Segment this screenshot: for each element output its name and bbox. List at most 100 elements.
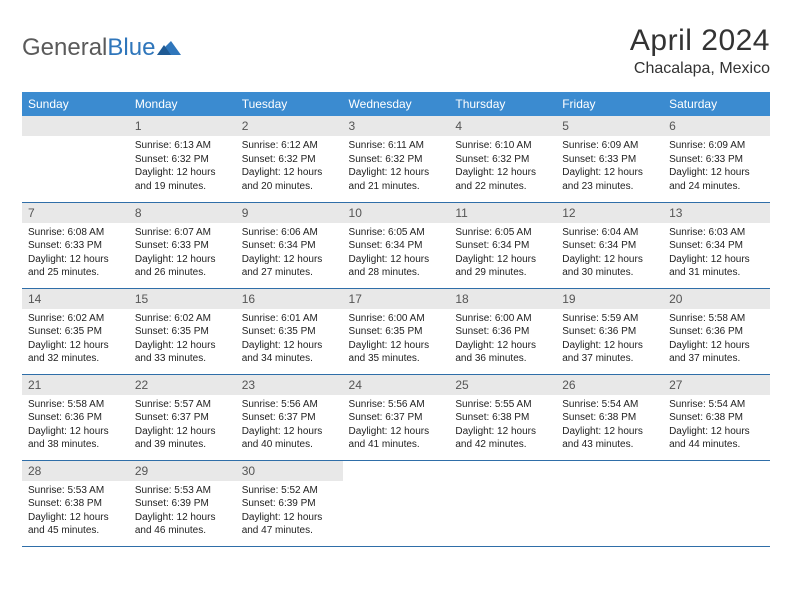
calendar-day-cell: 19 Sunrise: 5:59 AMSunset: 6:36 PMDayligh… [556, 288, 663, 374]
day-number: 16 [236, 289, 343, 309]
sunrise-text: Sunrise: 6:00 AM [349, 312, 444, 326]
sunrise-text: Sunrise: 5:54 AM [669, 398, 764, 412]
day-body: Sunrise: 6:13 AMSunset: 6:32 PMDaylight:… [129, 136, 236, 199]
day-body: Sunrise: 6:03 AMSunset: 6:34 PMDaylight:… [663, 223, 770, 286]
calendar-day-cell: 9Sunrise: 6:06 AMSunset: 6:34 PMDaylight… [236, 202, 343, 288]
sunrise-text: Sunrise: 6:02 AM [28, 312, 123, 326]
day-number: 1 [129, 116, 236, 136]
day-body: Sunrise: 5:58 AMSunset: 6:36 PMDaylight:… [22, 395, 129, 458]
daylight-text: Daylight: 12 hours and 43 minutes. [562, 425, 657, 452]
weekday-header: Friday [556, 92, 663, 116]
sunrise-text: Sunrise: 5:53 AM [135, 484, 230, 498]
day-number [22, 116, 129, 136]
day-body: Sunrise: 5:57 AMSunset: 6:37 PMDaylight:… [129, 395, 236, 458]
day-number: 12 [556, 203, 663, 223]
calendar-day-cell: 3Sunrise: 6:11 AMSunset: 6:32 PMDaylight… [343, 116, 450, 202]
day-number: 18 [449, 289, 556, 309]
sunset-text: Sunset: 6:38 PM [28, 497, 123, 511]
daylight-text: Daylight: 12 hours and 36 minutes. [455, 339, 550, 366]
sunrise-text: Sunrise: 6:00 AM [455, 312, 550, 326]
sunset-text: Sunset: 6:33 PM [562, 153, 657, 167]
brand-word-1: General [22, 34, 107, 62]
weekday-header: Monday [129, 92, 236, 116]
sunset-text: Sunset: 6:34 PM [349, 239, 444, 253]
calendar-day-cell: 6Sunrise: 6:09 AMSunset: 6:33 PMDaylight… [663, 116, 770, 202]
daylight-text: Daylight: 12 hours and 29 minutes. [455, 253, 550, 280]
calendar-week-row: 1Sunrise: 6:13 AMSunset: 6:32 PMDaylight… [22, 116, 770, 202]
day-number [449, 461, 556, 481]
calendar-table: Sunday Monday Tuesday Wednesday Thursday… [22, 92, 770, 547]
sunset-text: Sunset: 6:36 PM [28, 411, 123, 425]
calendar-day-cell: 16Sunrise: 6:01 AMSunset: 6:35 PMDayligh… [236, 288, 343, 374]
sunset-text: Sunset: 6:34 PM [455, 239, 550, 253]
daylight-text: Daylight: 12 hours and 26 minutes. [135, 253, 230, 280]
logo-flag-icon [157, 37, 183, 57]
day-number: 13 [663, 203, 770, 223]
calendar-day-cell: 4Sunrise: 6:10 AMSunset: 6:32 PMDaylight… [449, 116, 556, 202]
day-number: 20 [663, 289, 770, 309]
sunset-text: Sunset: 6:38 PM [562, 411, 657, 425]
weekday-header: Saturday [663, 92, 770, 116]
sunset-text: Sunset: 6:35 PM [28, 325, 123, 339]
daylight-text: Daylight: 12 hours and 41 minutes. [349, 425, 444, 452]
day-body: Sunrise: 5:53 AMSunset: 6:39 PMDaylight:… [129, 481, 236, 544]
calendar-day-cell: 2Sunrise: 6:12 AMSunset: 6:32 PMDaylight… [236, 116, 343, 202]
header-bar: GeneralBlue April 2024 Chacalapa, Mexico [22, 24, 770, 78]
sunset-text: Sunset: 6:36 PM [455, 325, 550, 339]
day-number: 26 [556, 375, 663, 395]
day-body: Sunrise: 5:58 AMSunset: 6:36 PMDaylight:… [663, 309, 770, 372]
day-number: 10 [343, 203, 450, 223]
sunrise-text: Sunrise: 5:59 AM [562, 312, 657, 326]
calendar-day-cell: 14Sunrise: 6:02 AMSunset: 6:35 PMDayligh… [22, 288, 129, 374]
calendar-week-row: 14Sunrise: 6:02 AMSunset: 6:35 PMDayligh… [22, 288, 770, 374]
daylight-text: Daylight: 12 hours and 35 minutes. [349, 339, 444, 366]
title-block: April 2024 Chacalapa, Mexico [630, 24, 770, 78]
sunset-text: Sunset: 6:36 PM [562, 325, 657, 339]
day-body: Sunrise: 6:05 AMSunset: 6:34 PMDaylight:… [449, 223, 556, 286]
daylight-text: Daylight: 12 hours and 45 minutes. [28, 511, 123, 538]
daylight-text: Daylight: 12 hours and 37 minutes. [562, 339, 657, 366]
sunset-text: Sunset: 6:33 PM [135, 239, 230, 253]
daylight-text: Daylight: 12 hours and 40 minutes. [242, 425, 337, 452]
sunset-text: Sunset: 6:36 PM [669, 325, 764, 339]
day-number: 28 [22, 461, 129, 481]
weekday-header: Wednesday [343, 92, 450, 116]
day-body [22, 136, 129, 145]
calendar-day-cell: 21Sunrise: 5:58 AMSunset: 6:36 PMDayligh… [22, 374, 129, 460]
day-number: 11 [449, 203, 556, 223]
sunset-text: Sunset: 6:33 PM [28, 239, 123, 253]
sunrise-text: Sunrise: 6:10 AM [455, 139, 550, 153]
day-body [663, 481, 770, 490]
daylight-text: Daylight: 12 hours and 28 minutes. [349, 253, 444, 280]
sunset-text: Sunset: 6:38 PM [455, 411, 550, 425]
day-body: Sunrise: 6:01 AMSunset: 6:35 PMDaylight:… [236, 309, 343, 372]
day-body: Sunrise: 5:54 AMSunset: 6:38 PMDaylight:… [663, 395, 770, 458]
sunset-text: Sunset: 6:37 PM [135, 411, 230, 425]
brand-word-2: Blue [107, 34, 155, 62]
sunset-text: Sunset: 6:33 PM [669, 153, 764, 167]
sunrise-text: Sunrise: 6:09 AM [562, 139, 657, 153]
calendar-day-cell: 26Sunrise: 5:54 AMSunset: 6:38 PMDayligh… [556, 374, 663, 460]
calendar-day-cell: 30Sunrise: 5:52 AMSunset: 6:39 PMDayligh… [236, 460, 343, 546]
day-body: Sunrise: 6:05 AMSunset: 6:34 PMDaylight:… [343, 223, 450, 286]
day-number: 17 [343, 289, 450, 309]
day-number: 19 [556, 289, 663, 309]
day-body: Sunrise: 6:02 AMSunset: 6:35 PMDaylight:… [22, 309, 129, 372]
day-body: Sunrise: 6:08 AMSunset: 6:33 PMDaylight:… [22, 223, 129, 286]
day-number [556, 461, 663, 481]
sunrise-text: Sunrise: 5:58 AM [669, 312, 764, 326]
calendar-day-cell: 28Sunrise: 5:53 AMSunset: 6:38 PMDayligh… [22, 460, 129, 546]
day-body: Sunrise: 6:07 AMSunset: 6:33 PMDaylight:… [129, 223, 236, 286]
day-number: 27 [663, 375, 770, 395]
day-body: Sunrise: 6:09 AMSunset: 6:33 PMDaylight:… [556, 136, 663, 199]
day-number: 9 [236, 203, 343, 223]
daylight-text: Daylight: 12 hours and 47 minutes. [242, 511, 337, 538]
day-body [449, 481, 556, 490]
weekday-header: Thursday [449, 92, 556, 116]
day-number: 5 [556, 116, 663, 136]
day-body: Sunrise: 5:52 AMSunset: 6:39 PMDaylight:… [236, 481, 343, 544]
daylight-text: Daylight: 12 hours and 31 minutes. [669, 253, 764, 280]
day-body: Sunrise: 5:53 AMSunset: 6:38 PMDaylight:… [22, 481, 129, 544]
calendar-day-cell: 13Sunrise: 6:03 AMSunset: 6:34 PMDayligh… [663, 202, 770, 288]
sunrise-text: Sunrise: 6:01 AM [242, 312, 337, 326]
